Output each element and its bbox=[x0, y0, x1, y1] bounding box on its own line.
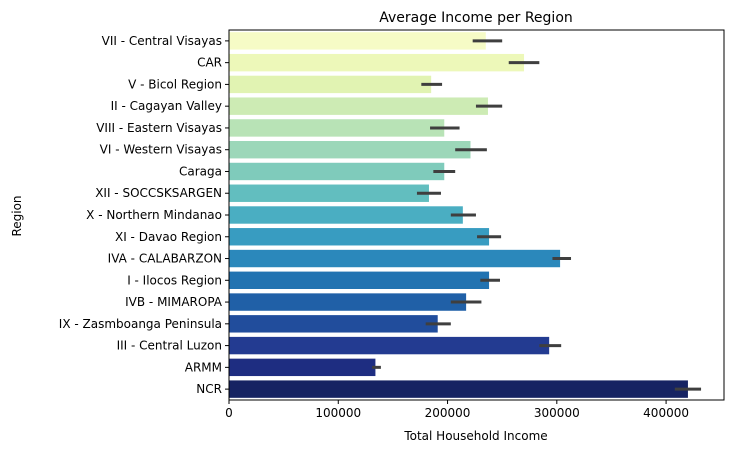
y-tick-label: VII - Central Visayas bbox=[102, 34, 222, 48]
y-tick-label: III - Central Luzon bbox=[117, 339, 222, 353]
y-tick-label: NCR bbox=[196, 382, 222, 396]
x-axis-label: Total Household Income bbox=[403, 429, 547, 443]
plot-frame bbox=[228, 29, 725, 401]
x-tick-label: 0 bbox=[225, 406, 233, 420]
y-tick-label: VI - Western Visayas bbox=[100, 143, 222, 157]
y-tick-label: XI - Davao Region bbox=[115, 230, 222, 244]
x-tick-label: 300000 bbox=[534, 406, 580, 420]
bar bbox=[229, 315, 438, 333]
y-tick-label: IX - Zasmboanga Peninsula bbox=[59, 317, 222, 331]
y-tick-label: I - Ilocos Region bbox=[127, 273, 222, 287]
x-tick-label: 100000 bbox=[315, 406, 361, 420]
bar bbox=[229, 32, 486, 50]
y-tick-label: V - Bicol Region bbox=[128, 77, 222, 91]
x-tick-label: 400000 bbox=[643, 406, 689, 420]
bar bbox=[229, 293, 467, 311]
y-tick-label: II - Cagayan Valley bbox=[111, 99, 222, 113]
y-tick-label: IVA - CALABARZON bbox=[108, 252, 222, 266]
y-tick-label: VIII - Eastern Visayas bbox=[96, 121, 222, 135]
bar bbox=[229, 162, 445, 181]
y-tick-label: Caraga bbox=[179, 164, 222, 178]
bar bbox=[229, 380, 688, 398]
bars-group bbox=[229, 32, 688, 398]
bar bbox=[229, 184, 429, 202]
bar bbox=[229, 206, 463, 224]
bar bbox=[229, 358, 376, 377]
bar bbox=[229, 97, 488, 115]
y-tick-label: XII - SOCCSKSARGEN bbox=[95, 186, 222, 200]
y-tick-label: CAR bbox=[197, 56, 222, 70]
bar bbox=[229, 53, 525, 72]
y-axis-ticks: VII - Central Visayas CAR V - Bicol Region… bbox=[59, 34, 229, 396]
bar bbox=[229, 249, 561, 268]
bar bbox=[229, 336, 550, 355]
bar bbox=[229, 271, 490, 289]
bar bbox=[229, 119, 445, 137]
bar bbox=[229, 75, 432, 94]
y-tick-label: ARMM bbox=[185, 360, 222, 374]
y-tick-label: IVB - MIMAROPA bbox=[125, 295, 223, 309]
bar bbox=[229, 228, 490, 246]
y-axis-label: Region bbox=[10, 195, 24, 236]
x-axis-ticks: 0 100000 200000 300000 400000 bbox=[225, 400, 689, 420]
errorbars-group bbox=[372, 39, 702, 391]
y-tick-label: X - Northern Mindanao bbox=[86, 208, 222, 222]
bar bbox=[229, 141, 471, 159]
x-tick-label: 200000 bbox=[425, 406, 471, 420]
chart-title: Average Income per Region bbox=[379, 10, 573, 26]
